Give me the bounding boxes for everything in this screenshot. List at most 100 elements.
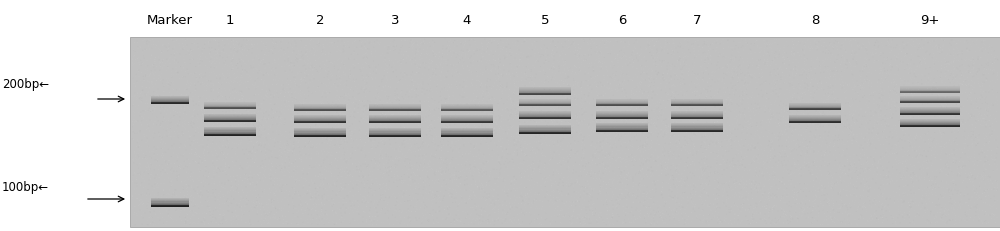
Point xyxy=(422,203,438,206)
Point xyxy=(518,89,534,93)
Point xyxy=(843,104,859,108)
Point xyxy=(840,213,856,216)
Point xyxy=(578,123,594,127)
Point xyxy=(575,141,591,145)
Point xyxy=(658,79,674,83)
Point xyxy=(296,223,312,226)
Point xyxy=(907,89,923,92)
Point xyxy=(399,123,415,127)
Point xyxy=(178,88,194,92)
Point xyxy=(418,157,434,161)
Point xyxy=(166,128,182,131)
Point xyxy=(763,218,779,221)
Bar xyxy=(151,198,189,199)
Point xyxy=(399,179,415,182)
Point xyxy=(361,55,377,59)
Point xyxy=(270,72,286,76)
Point xyxy=(140,200,156,204)
Point xyxy=(423,123,439,127)
Point xyxy=(570,207,586,211)
Point xyxy=(261,51,277,55)
Point xyxy=(950,215,966,219)
Point xyxy=(249,121,265,125)
Point xyxy=(789,180,805,184)
Point xyxy=(673,128,689,131)
Point xyxy=(578,165,594,169)
Point xyxy=(980,49,996,52)
Point xyxy=(771,85,787,89)
Point xyxy=(825,207,841,211)
Point xyxy=(293,208,309,212)
Point xyxy=(495,39,511,43)
Point xyxy=(585,76,601,80)
Point xyxy=(439,164,455,168)
Point xyxy=(344,137,360,141)
Point xyxy=(476,185,492,188)
Point xyxy=(638,156,654,160)
Point xyxy=(447,46,463,49)
Point xyxy=(775,71,791,75)
Point xyxy=(765,67,781,71)
Point xyxy=(436,108,452,112)
Point xyxy=(322,117,338,121)
Point xyxy=(375,172,391,175)
Point xyxy=(918,205,934,209)
Point xyxy=(759,202,775,206)
Point xyxy=(674,58,690,62)
Point xyxy=(239,63,255,67)
Point xyxy=(269,107,285,111)
Point xyxy=(591,186,607,190)
Point xyxy=(975,183,991,187)
Point xyxy=(509,131,525,135)
Point xyxy=(478,183,494,187)
Point xyxy=(234,212,250,215)
Point xyxy=(383,167,399,170)
Point xyxy=(842,136,858,140)
Point xyxy=(332,100,348,103)
Point xyxy=(509,66,525,70)
Point xyxy=(982,60,998,64)
Point xyxy=(651,134,667,138)
Point xyxy=(350,98,366,102)
Point xyxy=(451,219,467,223)
Point xyxy=(240,173,256,176)
Point xyxy=(838,217,854,220)
Point xyxy=(669,145,685,149)
Point xyxy=(389,199,405,203)
Point xyxy=(550,184,566,187)
Point xyxy=(451,134,467,137)
Point xyxy=(308,166,324,170)
Point xyxy=(515,66,531,70)
Point xyxy=(248,117,264,121)
Point xyxy=(883,182,899,186)
Point xyxy=(267,59,283,63)
Point xyxy=(899,52,915,56)
Point xyxy=(864,169,880,172)
Point xyxy=(513,143,529,147)
Point xyxy=(263,177,279,181)
Point xyxy=(924,112,940,115)
Point xyxy=(319,75,335,79)
Point xyxy=(890,183,906,187)
Point xyxy=(448,52,464,55)
Point xyxy=(649,135,665,139)
Point xyxy=(323,185,339,188)
Point xyxy=(965,142,981,145)
Point xyxy=(831,98,847,101)
Point xyxy=(758,75,774,79)
Point xyxy=(764,207,780,211)
Point xyxy=(385,119,401,123)
Point xyxy=(440,73,456,77)
Point xyxy=(403,74,419,78)
Point xyxy=(296,78,312,81)
Point xyxy=(240,88,256,91)
Point xyxy=(635,172,651,176)
Point xyxy=(979,78,995,81)
Point xyxy=(733,63,749,67)
Point xyxy=(649,222,665,226)
Point xyxy=(519,135,535,138)
Point xyxy=(269,94,285,98)
Point xyxy=(838,143,854,146)
Point xyxy=(297,72,313,76)
Point xyxy=(231,192,247,196)
